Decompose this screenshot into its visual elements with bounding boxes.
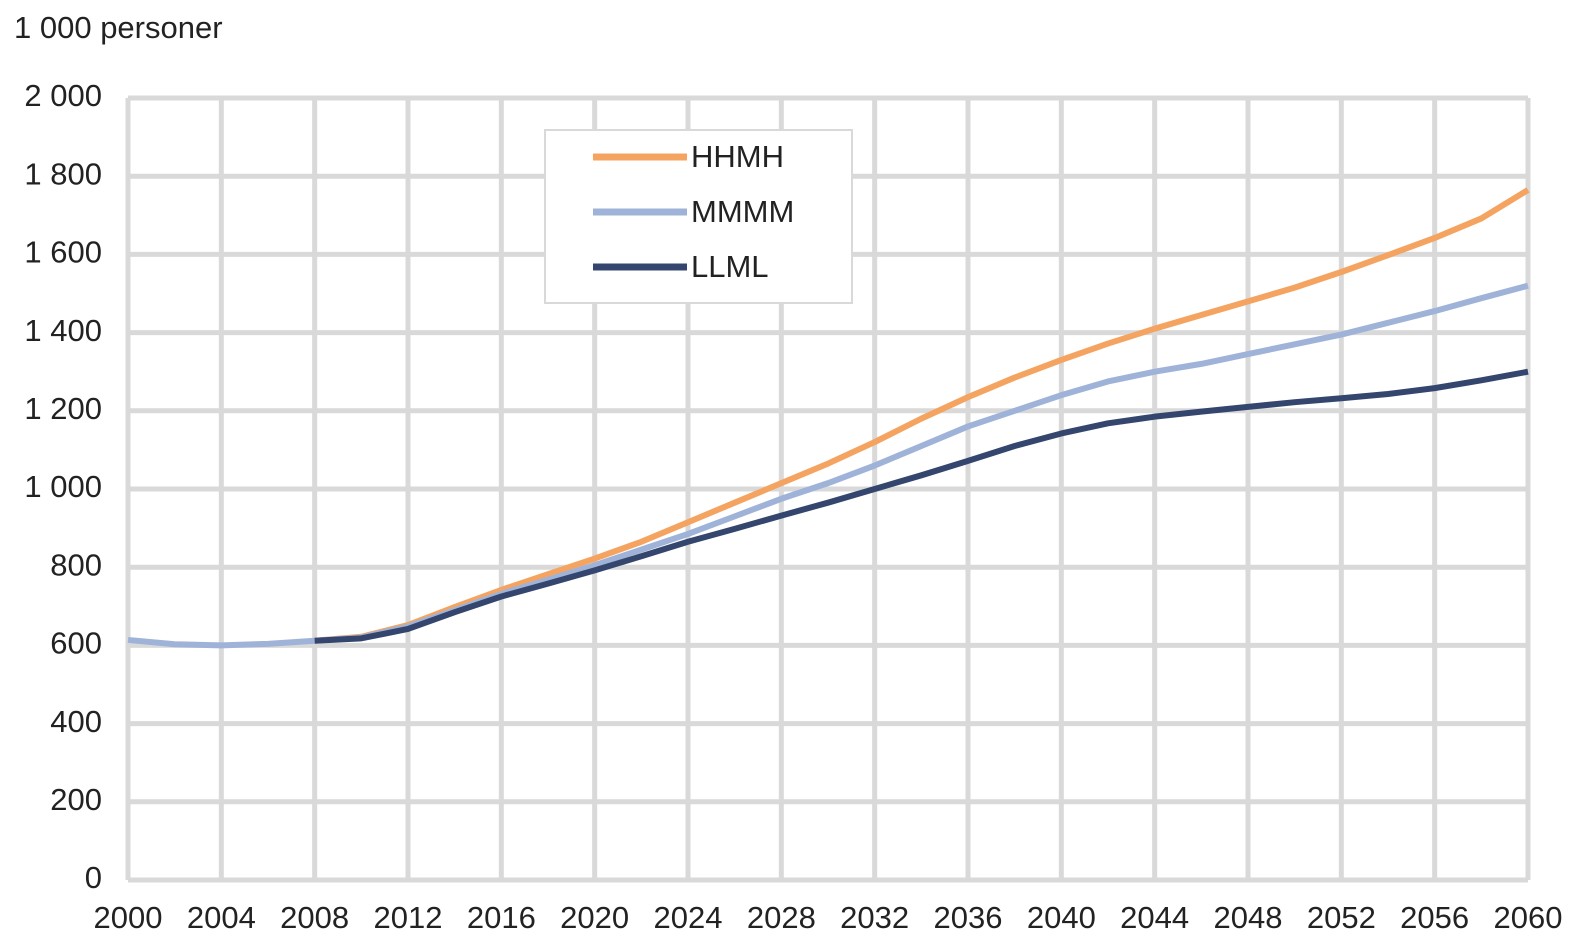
series-line	[314, 187, 1530, 644]
x-tick-label: 2028	[747, 900, 816, 935]
series-line	[314, 368, 1529, 644]
x-tick-label: 2056	[1400, 900, 1469, 935]
y-tick-label: 0	[85, 860, 102, 895]
y-tick-label: 1 000	[24, 469, 102, 504]
x-tick-label: 2016	[467, 900, 536, 935]
x-tick-label: 2040	[1027, 900, 1096, 935]
legend-label: HHMH	[691, 139, 784, 174]
legend-label: LLML	[691, 249, 769, 284]
x-tick-label: 2012	[374, 900, 443, 935]
x-tick-label: 2024	[654, 900, 723, 935]
x-tick-label: 2032	[840, 900, 909, 935]
x-tick-label: 2048	[1214, 900, 1283, 935]
y-tick-label: 800	[50, 547, 102, 582]
y-tick-label: 1 200	[24, 391, 102, 426]
x-tick-label: 2060	[1494, 900, 1563, 935]
x-tick-label: 2004	[187, 900, 256, 935]
y-tick-label: 200	[50, 782, 102, 817]
y-tick-label: 600	[50, 626, 102, 661]
x-tick-label: 2020	[560, 900, 629, 935]
x-tick-label: 2044	[1120, 900, 1189, 935]
y-tick-label: 2 000	[24, 78, 102, 113]
x-tick-label: 2008	[280, 900, 349, 935]
y-tick-label: 1 600	[24, 235, 102, 270]
y-tick-label: 1 400	[24, 313, 102, 348]
x-tick-label: 2036	[934, 900, 1003, 935]
x-tick-label: 2000	[94, 900, 163, 935]
x-tick-label: 2052	[1307, 900, 1376, 935]
y-tick-label: 1 800	[24, 156, 102, 191]
y-tick-label: 400	[50, 704, 102, 739]
y-axis-label: 1 000 personer	[14, 10, 223, 45]
legend-label: MMMM	[691, 194, 794, 229]
